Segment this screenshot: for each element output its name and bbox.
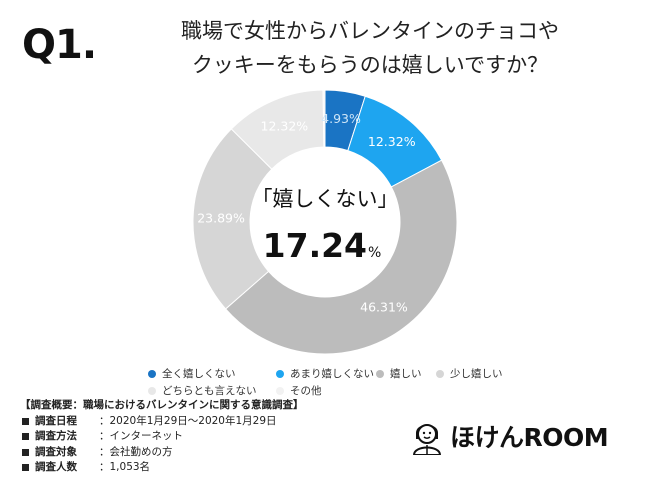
legend-swatch	[276, 369, 284, 378]
survey-key: 調査対象	[35, 445, 77, 458]
survey-row: 調査人数 ：1,053名	[20, 460, 304, 476]
survey-row: 調査対象 ：会社勤めの方	[20, 445, 304, 461]
question-title-line-1: 職場で女性からバレンタインのチョコや	[181, 19, 559, 43]
slice-label: 23.89%	[197, 211, 245, 226]
slice-label: 46.31%	[360, 300, 408, 315]
survey-value: ：インターネット	[99, 430, 183, 442]
legend-swatch	[276, 386, 284, 395]
slice-label: 12.32%	[368, 134, 416, 149]
slice-label: 4.93%	[321, 111, 361, 126]
legend-swatch	[148, 386, 156, 395]
survey-row: 調査方法 ：インターネット	[20, 429, 304, 445]
center-value: 17.24%	[263, 226, 382, 265]
bullet-square-icon	[22, 433, 29, 440]
bullet-square-icon	[22, 448, 29, 456]
donut-slice	[192, 128, 273, 310]
survey-value: ：1,053名	[99, 461, 151, 473]
legend-item: 全く嬉しくない	[148, 366, 276, 381]
legend-label: あまり嬉しくない	[290, 368, 374, 380]
legend-label: 少し嬉しい	[450, 368, 503, 380]
logo: ほけんROOM	[410, 417, 609, 455]
donut-slice	[224, 159, 458, 355]
survey-value: ：2020年1月29日〜2020年1月29日	[99, 414, 277, 427]
legend-swatch	[376, 369, 384, 378]
legend-label: 嬉しい	[390, 368, 422, 380]
question-title: 職場で女性からバレンタインのチョコや クッキーをもらうのは嬉しいですか？	[120, 14, 620, 82]
slice-label: 12.32%	[261, 118, 309, 133]
donut-slice	[322, 89, 326, 148]
legend-swatch	[148, 369, 156, 378]
center-label: 「嬉しくない」	[252, 187, 399, 211]
survey-key: 調査日程	[35, 414, 77, 427]
legend-item: どちらとも言えない	[148, 383, 276, 398]
bullet-square-icon	[22, 417, 29, 425]
survey-summary: 【調査概要：職場におけるバレンタインに関する意識調査】 調査日程 ：2020年1月…	[20, 398, 304, 476]
center-value-number: 17.24	[263, 226, 367, 265]
center-value-unit: %	[368, 245, 381, 261]
legend-item: その他	[276, 383, 376, 398]
legend-item: 嬉しい	[376, 366, 436, 381]
question-number: Q1.	[22, 22, 97, 68]
question-title-line-2: クッキーをもらうのは嬉しいですか？	[191, 53, 549, 77]
bullet-square-icon	[22, 464, 29, 471]
legend-label: 全く嬉しくない	[162, 368, 236, 380]
survey-key: 調査人数	[35, 461, 77, 473]
survey-row: 調査日程 ：2020年1月29日〜2020年1月29日	[20, 414, 304, 430]
legend-swatch	[436, 369, 444, 378]
legend-label: どちらとも言えない	[162, 385, 257, 397]
legend-label: その他	[290, 385, 322, 397]
legend-item: 少し嬉しい	[436, 366, 536, 381]
legend: 全く嬉しくない あまり嬉しくない 嬉しい 少し嬉しいどちらとも言えない その他	[148, 366, 548, 398]
person-icon	[412, 424, 442, 455]
survey-value: ：会社勤めの方	[99, 445, 173, 458]
survey-key: 調査方法	[35, 430, 77, 442]
legend-item: あまり嬉しくない	[276, 366, 376, 381]
logo-text: ほけんROOM	[450, 423, 609, 452]
survey-heading: 【調査概要：職場におけるバレンタインに関する意識調査】	[20, 399, 304, 411]
